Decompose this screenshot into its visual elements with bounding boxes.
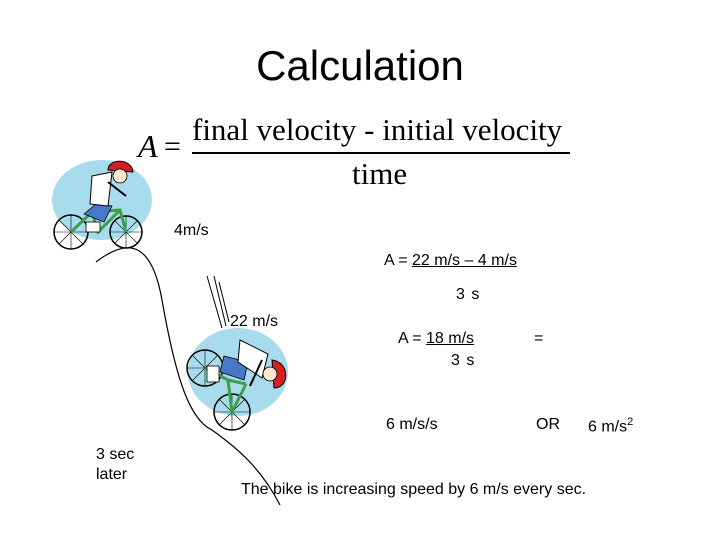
final-speed-label: 22 m/s bbox=[230, 313, 279, 330]
formula-numerator: final velocity - initial velocity bbox=[192, 112, 563, 147]
initial-speed-label: 4m/s bbox=[174, 222, 209, 239]
formula-denominator: time bbox=[352, 156, 408, 191]
result-unit-2-base: 6 m/s bbox=[588, 418, 628, 436]
calc-line-1-prefix: A = bbox=[384, 252, 413, 269]
formula-equals: = bbox=[164, 130, 181, 163]
calc-line-2-equals: = bbox=[534, 330, 544, 347]
cyclist-bottom-icon bbox=[186, 328, 288, 431]
calc-line-2-numerator: 18 m/s bbox=[426, 330, 475, 347]
calc-line-1-denominator: 3 s bbox=[456, 286, 481, 303]
motion-lines bbox=[206, 275, 230, 329]
conclusion-text: The bike is increasing speed by 6 m/s ev… bbox=[241, 481, 587, 498]
calc-line-2: A = 18 m/s bbox=[398, 330, 474, 348]
result-unit-2-exponent: 2 bbox=[627, 416, 634, 428]
result-unit-1: 6 m/s/s bbox=[386, 416, 438, 433]
formula-lhs: A bbox=[138, 128, 158, 164]
hill-curve bbox=[95, 247, 281, 506]
slide-title: Calculation bbox=[256, 42, 464, 89]
calc-line-2-denominator: 3 s bbox=[451, 352, 476, 369]
fraction-bar bbox=[192, 152, 570, 154]
calc-line-1: A = 22 m/s – 4 m/s bbox=[384, 252, 517, 270]
cyclist-top-icon bbox=[52, 160, 152, 250]
time-later-label: 3 sec later bbox=[96, 446, 135, 483]
or-label: OR bbox=[536, 416, 560, 433]
calc-line-1-numerator: 22 m/s – 4 m/s bbox=[412, 252, 517, 269]
result-unit-2: 6 m/s2 bbox=[588, 416, 633, 436]
calc-line-2-prefix: A = bbox=[398, 330, 427, 347]
